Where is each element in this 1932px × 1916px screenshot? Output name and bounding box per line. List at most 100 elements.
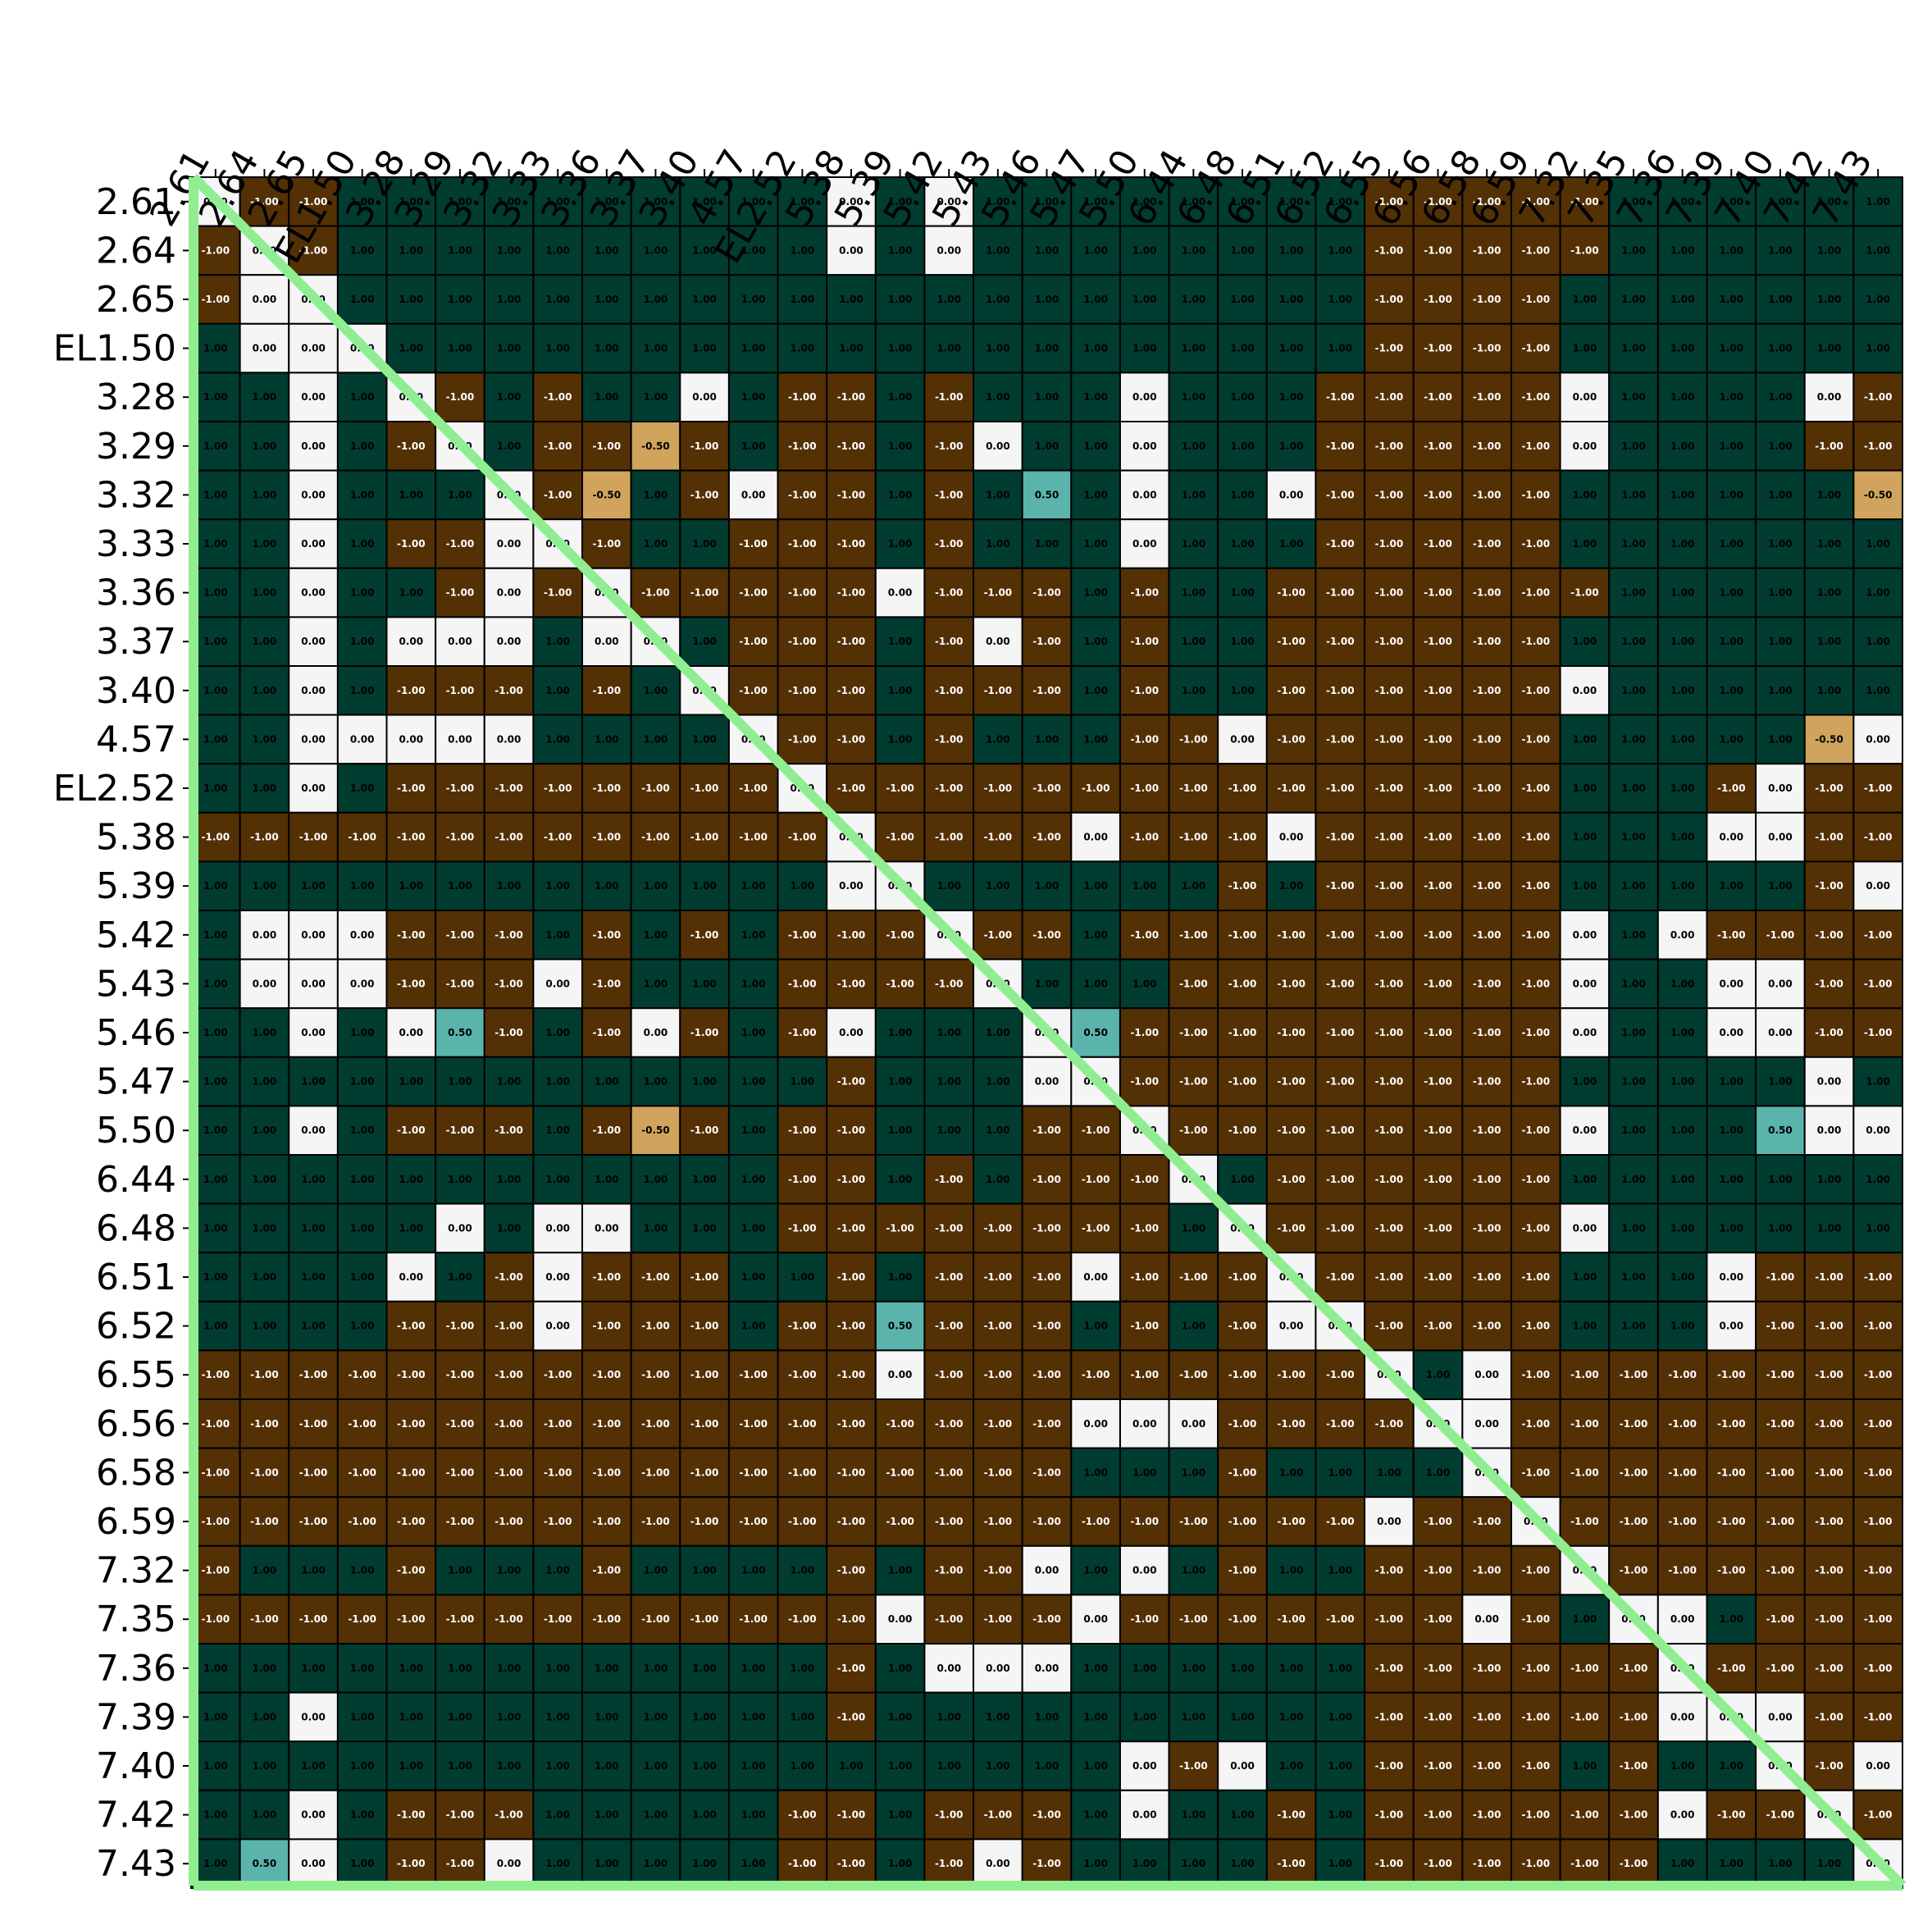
heatmap-cell <box>1803 616 1855 668</box>
cell-value-label: -1.00 <box>1179 1027 1208 1038</box>
cell-value-label: -1.00 <box>1864 929 1893 941</box>
cell-value-label: 1.00 <box>595 1076 619 1088</box>
y-tick-label: 6.58 <box>96 1452 176 1494</box>
heatmap-cell <box>239 274 290 325</box>
cell-value-label: -0.50 <box>1864 489 1893 500</box>
cell-value-label: 1.00 <box>1621 196 1646 208</box>
cell-value-label: 1.00 <box>888 294 913 305</box>
cell-value-label: -1.00 <box>1130 733 1159 745</box>
cell-value-label: 1.00 <box>1719 733 1743 745</box>
cell-value-label: -1.00 <box>1864 1711 1893 1722</box>
cell-value-label: -1.00 <box>446 782 475 794</box>
cell-value-label: 0.00 <box>595 636 619 647</box>
heatmap-cell <box>1559 567 1611 618</box>
cell-value-label: 1.00 <box>888 196 913 208</box>
cell-value-label: 1.00 <box>399 343 424 354</box>
cell-value-label: 0.00 <box>1035 1565 1059 1576</box>
cell-value-label: 1.00 <box>644 1076 668 1088</box>
cell-value-label: -1.00 <box>494 1125 523 1136</box>
cell-value-label: 1.00 <box>1866 685 1890 696</box>
cell-value-label: 1.00 <box>1083 929 1108 941</box>
cell-value-label: 0.00 <box>986 636 1010 647</box>
cell-value-label: -1.00 <box>202 1418 230 1430</box>
heatmap-cell <box>727 1105 779 1156</box>
y-tick-label: 3.28 <box>96 376 176 418</box>
heatmap-cell <box>532 322 584 374</box>
heatmap-cell <box>1070 1154 1121 1205</box>
cell-value-label: -1.00 <box>1473 1076 1501 1088</box>
cell-value-label: 0.00 <box>301 636 326 647</box>
cell-value-label: 1.00 <box>1230 1711 1255 1722</box>
heatmap-cell <box>1656 1105 1708 1156</box>
cell-value-label: -1.00 <box>1424 1271 1452 1283</box>
cell-value-label: -1.00 <box>1179 1271 1208 1283</box>
cell-value-label: -1.00 <box>1473 294 1501 305</box>
heatmap-cell <box>1803 274 1855 325</box>
heatmap-cell <box>777 1252 828 1302</box>
cell-value-label: 0.00 <box>301 1711 326 1722</box>
heatmap-cell <box>1265 372 1317 422</box>
cell-value-label: 1.00 <box>203 489 228 500</box>
cell-value-label: -1.00 <box>1424 1027 1452 1038</box>
cell-value-label: -1.00 <box>250 1418 279 1430</box>
cell-value-label: -1.00 <box>935 1369 964 1380</box>
cell-value-label: -1.00 <box>1375 1613 1404 1625</box>
cell-value-label: -1.00 <box>935 685 964 696</box>
heatmap-cell <box>1168 1105 1219 1156</box>
heatmap-cell <box>727 1496 779 1547</box>
cell-value-label: 0.00 <box>986 440 1010 452</box>
heatmap-cell <box>239 1447 290 1499</box>
cell-value-label: -1.00 <box>544 587 572 599</box>
cell-value-label: 1.00 <box>1279 294 1304 305</box>
cell-value-label: 1.00 <box>1083 1760 1108 1772</box>
heatmap-cell <box>1265 1398 1317 1449</box>
cell-value-label: -1.00 <box>397 1565 426 1576</box>
heatmap-cell <box>532 1056 584 1107</box>
cell-value-label: 1.00 <box>936 1125 961 1136</box>
heatmap-cell <box>1510 1154 1561 1205</box>
cell-value-label: -1.00 <box>593 440 622 452</box>
cell-value-label: 1.00 <box>1817 685 1842 696</box>
heatmap-cell <box>435 1594 485 1645</box>
cell-value-label: -1.00 <box>1277 1174 1305 1185</box>
cell-value-label: 1.00 <box>399 1174 424 1185</box>
cell-value-label: -1.00 <box>1521 880 1550 892</box>
heatmap-cell <box>483 1105 535 1156</box>
cell-value-label: -1.00 <box>1521 978 1550 989</box>
heatmap-cell <box>1217 811 1268 863</box>
heatmap-cell <box>1755 958 1806 1010</box>
cell-value-label: 1.00 <box>1328 1711 1352 1722</box>
cell-value-label: 1.00 <box>253 1222 277 1234</box>
cell-value-label: 1.00 <box>1230 343 1255 354</box>
cell-value-label: -1.00 <box>1473 880 1501 892</box>
cell-value-label: -1.00 <box>593 1613 622 1625</box>
heatmap-cell <box>727 1007 779 1058</box>
heatmap-cell <box>483 1154 535 1205</box>
heatmap-cell <box>1412 176 1464 227</box>
cell-value-label: 1.00 <box>1670 1222 1695 1234</box>
y-tick-label: EL1.50 <box>53 328 176 370</box>
heatmap-cell <box>1315 811 1366 863</box>
cell-value-label: -1.00 <box>1130 1613 1159 1625</box>
cell-value-label: 1.00 <box>1621 294 1646 305</box>
cell-value-label: 1.00 <box>1670 832 1695 843</box>
cell-value-label: -1.00 <box>1130 1076 1159 1088</box>
cell-value-label: 1.00 <box>1230 196 1255 208</box>
heatmap-cell <box>435 1447 485 1499</box>
heatmap-cell <box>581 372 632 422</box>
heatmap-cell <box>826 518 877 569</box>
y-tick-label: 5.50 <box>96 1110 176 1152</box>
cell-value-label: -1.00 <box>1815 1369 1843 1380</box>
cell-value-label: 1.00 <box>1182 1565 1206 1576</box>
cell-value-label: 0.00 <box>497 538 522 550</box>
heatmap-cell <box>239 1349 290 1401</box>
cell-value-label: 1.00 <box>1817 587 1842 599</box>
heatmap-cell <box>1168 1447 1219 1499</box>
cell-value-label: -1.00 <box>984 1467 1013 1478</box>
cell-value-label: -1.00 <box>837 733 866 745</box>
cell-value-label: 1.00 <box>1573 880 1597 892</box>
cell-value-label: -1.00 <box>397 440 426 452</box>
cell-value-label: 0.00 <box>1719 832 1743 843</box>
heatmap-cell <box>923 1349 975 1401</box>
cell-value-label: 0.00 <box>301 538 326 550</box>
